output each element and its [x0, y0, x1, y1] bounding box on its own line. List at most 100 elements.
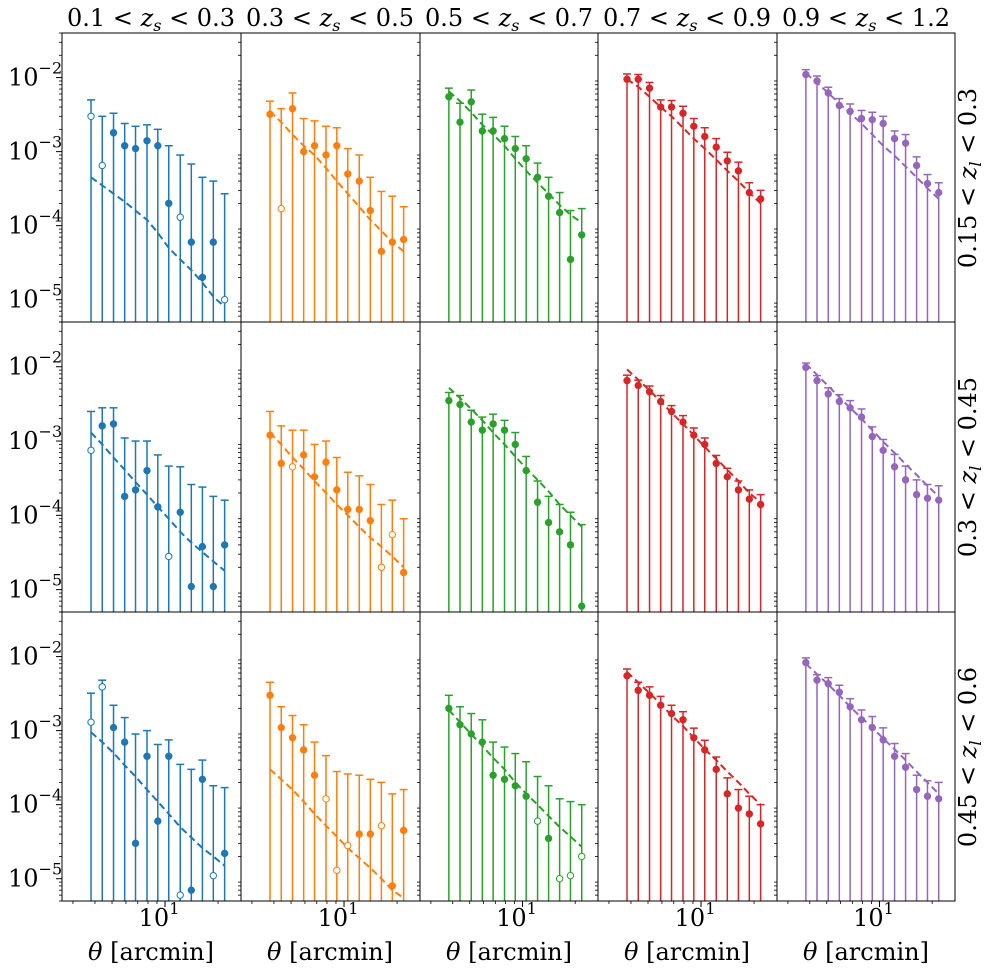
data-point [645, 388, 654, 396]
data-point [310, 771, 319, 779]
data-point [355, 505, 363, 514]
panel [417, 611, 599, 907]
data-point [544, 192, 553, 200]
data-point [176, 213, 184, 221]
axis-ticks [238, 32, 241, 323]
data-point [388, 238, 397, 246]
axis-ticks [238, 321, 241, 613]
data-point [745, 495, 754, 503]
data-point [500, 426, 509, 434]
data-point [288, 104, 297, 113]
data-point [701, 746, 709, 754]
data-point [745, 810, 754, 818]
data-point [333, 866, 341, 874]
data-point [745, 188, 754, 197]
data-point [802, 70, 810, 79]
column-title: 0.7 < zs < 0.9 [603, 4, 771, 35]
data-point [209, 238, 218, 246]
data-point [690, 431, 698, 439]
data-point [912, 161, 921, 170]
data-point [333, 142, 341, 150]
data-point [388, 530, 397, 539]
data-point [656, 701, 665, 709]
data-point [667, 103, 676, 111]
data-point [935, 795, 943, 803]
row-label: 0.3 < zl < 0.45 [954, 377, 985, 557]
data-point [634, 686, 642, 695]
data-point [901, 139, 910, 147]
data-point [299, 451, 308, 459]
data-point [489, 127, 497, 135]
axis-ticks [417, 321, 420, 613]
data-point [846, 404, 854, 412]
data-point [756, 820, 765, 828]
data-point [489, 771, 497, 779]
data-point [868, 432, 876, 441]
data-point [923, 792, 932, 800]
x-axis-label: θ [arcmin] [624, 938, 750, 966]
data-point [266, 431, 274, 439]
data-point [835, 397, 844, 406]
data-point [813, 676, 821, 684]
x-tick-label: 101 [318, 899, 359, 932]
data-point [690, 122, 698, 130]
data-point [500, 134, 509, 143]
data-point [176, 508, 184, 516]
data-point [846, 703, 854, 711]
data-point [344, 170, 352, 178]
data-point [322, 458, 330, 466]
data-point [355, 830, 363, 838]
data-point [467, 730, 475, 738]
data-point [209, 871, 218, 880]
axis-ticks [774, 611, 933, 907]
data-point [154, 817, 162, 825]
y-tick-label: 10−5 [8, 571, 62, 604]
data-point [299, 746, 308, 754]
data-point [813, 376, 821, 385]
data-point [187, 886, 196, 894]
data-point [87, 446, 95, 455]
data-point [901, 476, 910, 484]
data-point [879, 119, 887, 128]
data-point [868, 115, 876, 124]
data-point [511, 440, 519, 449]
data-point [344, 505, 352, 514]
data-point [857, 716, 866, 724]
data-point [87, 112, 95, 120]
y-tick-label: 10−3 [8, 133, 62, 166]
data-point [109, 723, 118, 732]
data-point [109, 129, 118, 137]
y-tick-label: 10−5 [8, 281, 62, 314]
data-point [266, 691, 274, 699]
x-axis-label: θ [arcmin] [88, 938, 214, 966]
data-point [533, 817, 542, 825]
data-point [544, 518, 553, 527]
panel-frame [240, 611, 421, 902]
column-title: 0.1 < zs < 0.3 [67, 4, 235, 35]
data-point [143, 466, 151, 475]
data-point [322, 795, 330, 803]
data-point [566, 541, 575, 549]
data-point [679, 716, 687, 724]
data-point [879, 446, 887, 455]
y-tick-label: 10−4 [8, 496, 62, 529]
data-point [143, 137, 151, 145]
data-point [578, 602, 586, 610]
data-point [555, 528, 564, 536]
data-point [890, 463, 899, 471]
data-point [679, 418, 687, 426]
data-point [634, 381, 642, 390]
x-axis-label: θ [arcmin] [446, 938, 572, 966]
row-label: 0.45 < zl < 0.6 [954, 667, 985, 847]
panel-frame [61, 611, 242, 902]
data-point [701, 132, 709, 141]
data-point [623, 75, 631, 83]
panel [56, 321, 242, 613]
data-point [377, 563, 386, 571]
panel-frame [240, 321, 421, 613]
data-point [366, 206, 375, 215]
data-point [802, 658, 810, 667]
data-point [478, 738, 487, 746]
panel [56, 611, 242, 907]
data-point [154, 142, 162, 150]
